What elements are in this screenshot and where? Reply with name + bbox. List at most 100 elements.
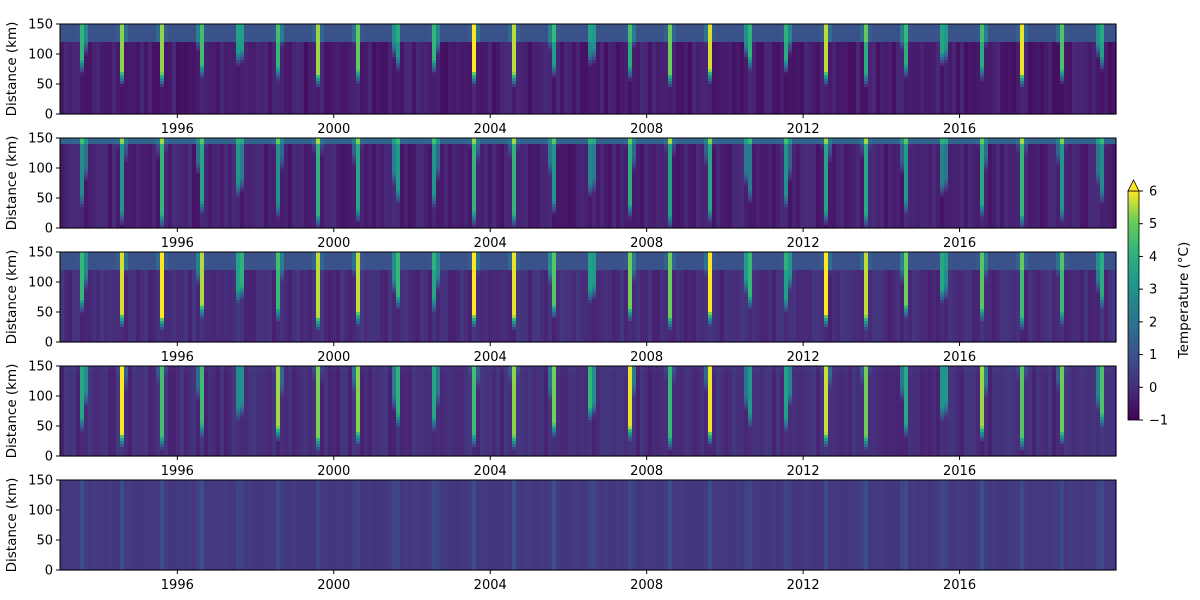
heatmap-cell	[164, 36, 169, 40]
heatmap-cell	[148, 81, 153, 85]
heatmap-cell	[104, 60, 109, 64]
heatmap-cell	[308, 42, 313, 46]
heatmap-cell	[260, 87, 265, 91]
heatmap-cell	[208, 84, 213, 88]
heatmap-cell	[248, 30, 253, 34]
heatmap-cell	[312, 24, 317, 28]
heatmap-cell	[84, 33, 89, 37]
heatmap-cell	[184, 105, 189, 109]
heatmap-cell	[280, 93, 285, 97]
heatmap-cell	[124, 57, 129, 61]
heatmap-cell	[324, 72, 329, 76]
heatmap-cell	[112, 84, 117, 88]
heatmap-cell	[356, 24, 361, 28]
heatmap-cell	[164, 87, 169, 91]
heatmap-cell	[332, 63, 337, 67]
heatmap-cell	[72, 39, 77, 43]
heatmap-cell	[176, 48, 181, 52]
heatmap-cell	[352, 102, 357, 106]
heatmap-cell	[352, 45, 357, 49]
heatmap-cell	[232, 96, 237, 100]
heatmap-cell	[244, 87, 249, 91]
heatmap-cell	[328, 48, 333, 52]
heatmap-cell	[260, 111, 265, 115]
heatmap-cell	[212, 36, 217, 40]
heatmap-cell	[168, 45, 173, 49]
heatmap-cell	[280, 27, 285, 31]
heatmap-cell	[200, 54, 205, 58]
heatmap-cell	[176, 27, 181, 31]
heatmap-cell	[272, 87, 277, 91]
heatmap-cell	[248, 57, 253, 61]
heatmap-cell	[252, 93, 257, 97]
heatmap-cell	[108, 90, 113, 94]
heatmap-cell	[148, 57, 153, 61]
heatmap-cell	[272, 72, 277, 76]
heatmap-cell	[72, 72, 77, 76]
heatmap-cell	[184, 99, 189, 103]
heatmap-cell	[204, 24, 209, 28]
heatmap-cell	[344, 96, 349, 100]
heatmap-cell	[272, 30, 277, 34]
heatmap-cell	[216, 81, 221, 85]
heatmap-cell	[244, 96, 249, 100]
heatmap-cell	[84, 81, 89, 85]
heatmap-cell	[284, 30, 289, 34]
heatmap-cell	[176, 63, 181, 67]
heatmap-cell	[172, 45, 177, 49]
heatmap-cell	[240, 99, 245, 103]
heatmap-cell	[256, 30, 261, 34]
heatmap-cell	[152, 102, 157, 106]
heatmap-cell	[204, 63, 209, 67]
heatmap-cell	[208, 78, 213, 82]
heatmap-cell	[180, 102, 185, 106]
heatmap-cell	[144, 84, 149, 88]
heatmap-cell	[80, 42, 85, 46]
heatmap-cell	[324, 108, 329, 112]
heatmap-cell	[292, 72, 297, 76]
heatmap-cell	[320, 63, 325, 67]
heatmap-cell	[348, 60, 353, 64]
heatmap-cell	[188, 36, 193, 40]
heatmap-cell	[120, 105, 125, 109]
heatmap-cell	[120, 42, 125, 46]
heatmap-cell	[104, 66, 109, 70]
heatmap-cell	[172, 36, 177, 40]
heatmap-cell	[296, 87, 301, 91]
heatmap-cell	[112, 45, 117, 49]
heatmap-cell	[88, 27, 93, 31]
heatmap-cell	[92, 90, 97, 94]
heatmap-cell	[212, 45, 217, 49]
heatmap-cell	[76, 69, 81, 73]
heatmap-cell	[172, 30, 177, 34]
heatmap-cell	[188, 33, 193, 37]
heatmap-cell	[136, 42, 141, 46]
heatmap-cell	[128, 81, 133, 85]
heatmap-cell	[348, 78, 353, 82]
heatmap-cell	[228, 96, 233, 100]
heatmap-cell	[192, 60, 197, 64]
heatmap-cell	[308, 63, 313, 67]
heatmap-cell	[192, 36, 197, 40]
heatmap-cell	[284, 108, 289, 112]
heatmap-cell	[324, 66, 329, 70]
heatmap-cell	[304, 105, 309, 109]
heatmap-cell	[100, 36, 105, 40]
heatmap-cell	[68, 63, 73, 67]
heatmap-cell	[292, 108, 297, 112]
heatmap-cell	[220, 36, 225, 40]
heatmap-cell	[92, 81, 97, 85]
heatmap-cell	[68, 102, 73, 106]
heatmap-cell	[236, 45, 241, 49]
heatmap-cell	[156, 39, 161, 43]
heatmap-cell	[308, 60, 313, 64]
heatmap-cell	[92, 108, 97, 112]
heatmap-cell	[348, 57, 353, 61]
heatmap-cell	[100, 99, 105, 103]
heatmap-cell	[212, 51, 217, 55]
heatmap-cell	[244, 39, 249, 43]
heatmap-cell	[296, 102, 301, 106]
heatmap-cell	[212, 69, 217, 73]
heatmap-cell	[132, 24, 137, 28]
heatmap-cell	[248, 93, 253, 97]
